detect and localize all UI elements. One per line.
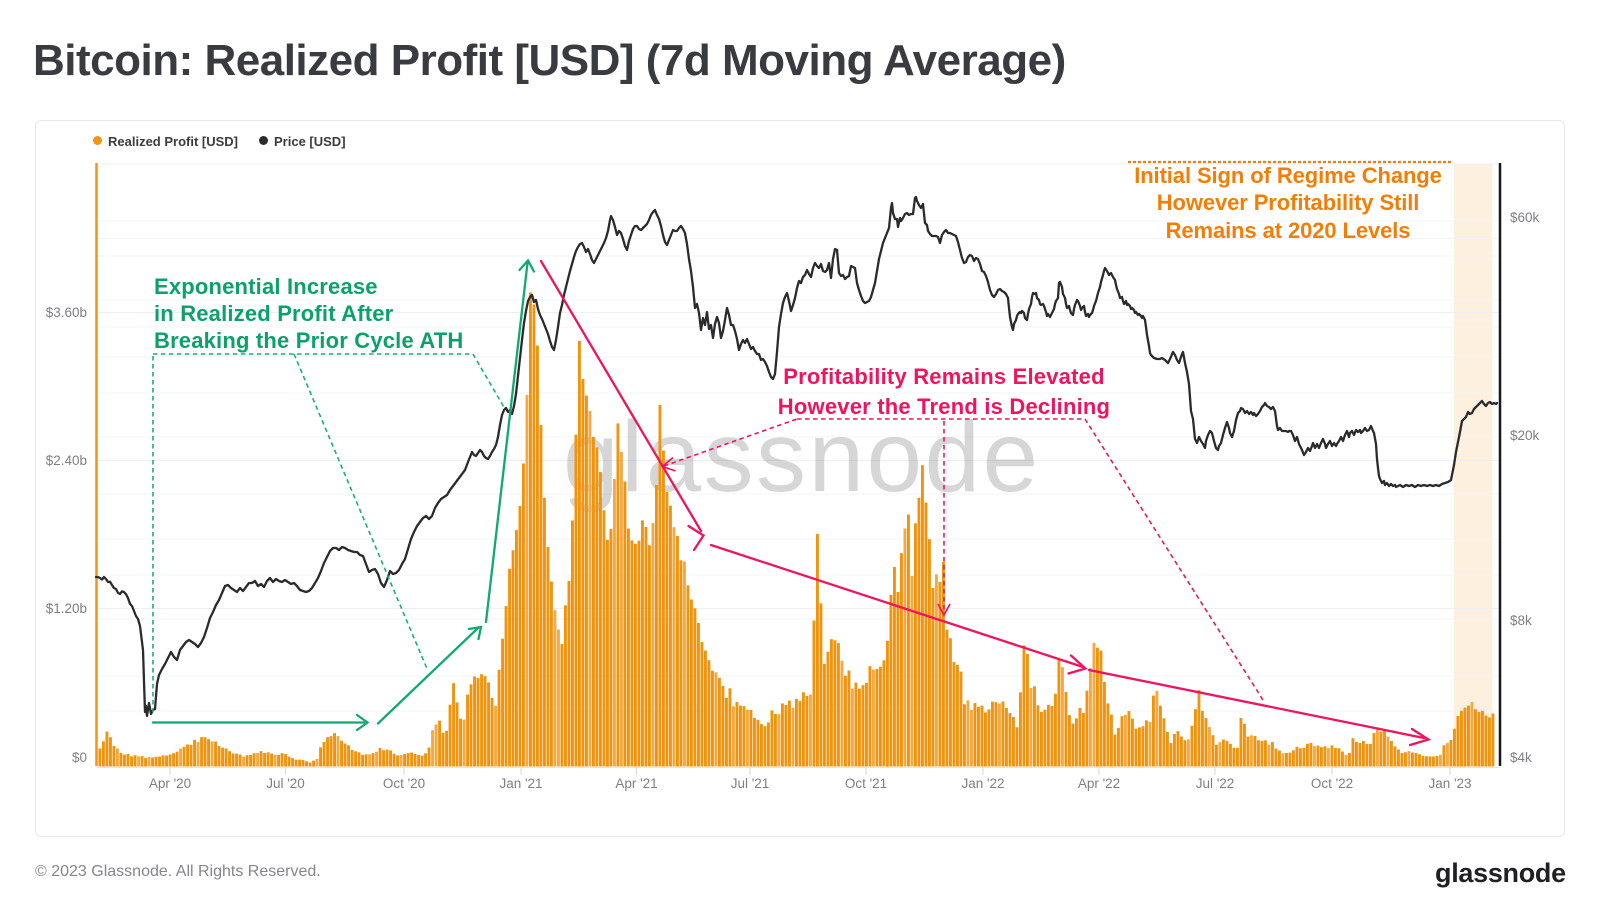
svg-text:However the Trend is Declining: However the Trend is Declining xyxy=(778,394,1110,419)
svg-text:in Realized Profit After: in Realized Profit After xyxy=(154,301,394,326)
svg-text:Apr '20: Apr '20 xyxy=(149,776,191,791)
svg-text:Exponential Increase: Exponential Increase xyxy=(154,274,378,299)
svg-text:Jul '21: Jul '21 xyxy=(731,776,770,791)
svg-text:$2.40b: $2.40b xyxy=(46,453,87,468)
svg-text:$20k: $20k xyxy=(1510,428,1540,443)
svg-text:Apr '21: Apr '21 xyxy=(615,776,657,791)
svg-text:Jan '21: Jan '21 xyxy=(499,776,542,791)
svg-text:However Profitability Still: However Profitability Still xyxy=(1157,190,1420,215)
svg-text:$3.60b: $3.60b xyxy=(46,305,87,320)
svg-text:Breaking the Prior Cycle ATH: Breaking the Prior Cycle ATH xyxy=(154,328,463,353)
svg-text:Oct '22: Oct '22 xyxy=(1311,776,1353,791)
svg-text:Jul '22: Jul '22 xyxy=(1196,776,1235,791)
svg-text:Remains at 2020 Levels: Remains at 2020 Levels xyxy=(1166,218,1411,243)
svg-text:Profitability Remains Elevated: Profitability Remains Elevated xyxy=(783,364,1104,389)
svg-text:$8k: $8k xyxy=(1510,613,1532,628)
svg-text:Initial Sign of Regime Change: Initial Sign of Regime Change xyxy=(1134,163,1442,188)
svg-text:Jul '20: Jul '20 xyxy=(266,776,305,791)
svg-text:Jan '23: Jan '23 xyxy=(1428,776,1471,791)
svg-text:$1.20b: $1.20b xyxy=(46,601,87,616)
svg-text:Oct '21: Oct '21 xyxy=(845,776,887,791)
svg-text:$4k: $4k xyxy=(1510,750,1532,765)
svg-text:Oct '20: Oct '20 xyxy=(383,776,425,791)
svg-text:Jan '22: Jan '22 xyxy=(961,776,1004,791)
svg-text:$60k: $60k xyxy=(1510,210,1540,225)
svg-text:Apr '22: Apr '22 xyxy=(1078,776,1120,791)
svg-text:$0: $0 xyxy=(72,750,87,765)
